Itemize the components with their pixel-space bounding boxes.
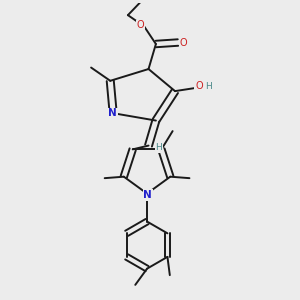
Text: O: O <box>179 38 187 47</box>
Text: N: N <box>108 108 117 118</box>
Text: O: O <box>137 20 144 30</box>
Text: H: H <box>205 82 212 91</box>
Text: H: H <box>155 143 162 152</box>
Text: N: N <box>143 190 152 200</box>
Text: O: O <box>195 81 203 91</box>
